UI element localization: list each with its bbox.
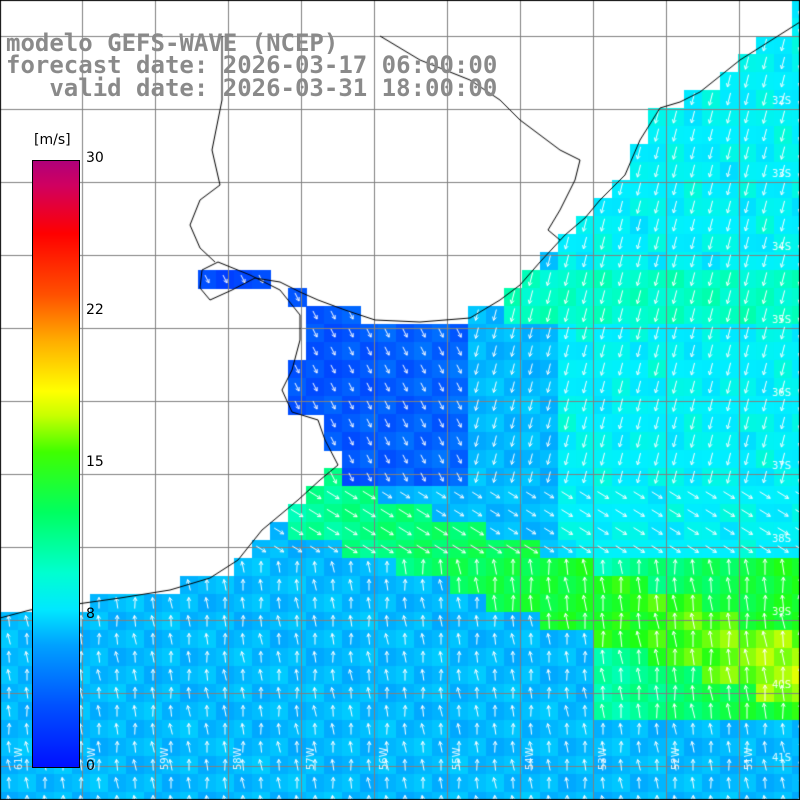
colorbar-tick-0: 0 xyxy=(86,758,95,774)
model-title: modelo GEFS-WAVE (NCEP) xyxy=(6,29,339,57)
colorbar-tick-8: 8 xyxy=(86,606,95,622)
colorbar xyxy=(32,160,80,768)
colorbar-tick-22: 22 xyxy=(86,302,104,318)
colorbar-unit: [m/s] xyxy=(34,132,71,148)
valid-date: valid date: 2026-03-31 18:00:00 xyxy=(6,74,498,102)
forecast-date: forecast date: 2026-03-17 06:00:00 xyxy=(6,51,498,79)
colorbar-tick-30: 30 xyxy=(86,150,104,166)
colorbar-tick-15: 15 xyxy=(86,454,104,470)
